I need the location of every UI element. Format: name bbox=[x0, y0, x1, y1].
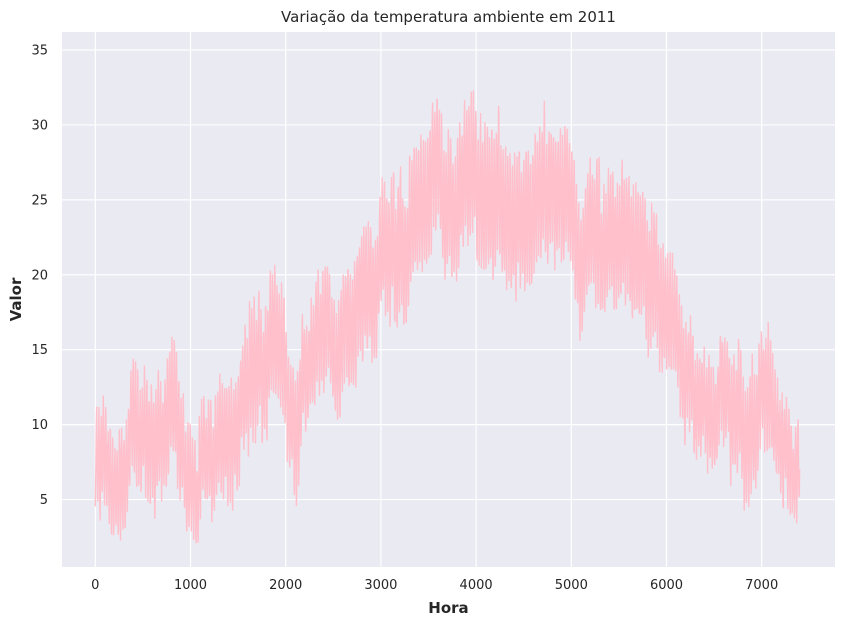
y-tick-label: 20 bbox=[31, 268, 48, 283]
y-tick-labels: 5 10 15 20 25 30 35 bbox=[31, 43, 48, 508]
x-tick-label: 7000 bbox=[745, 578, 778, 593]
chart-title: Variação da temperatura ambiente em 2011 bbox=[281, 8, 616, 26]
x-tick-label: 4000 bbox=[460, 578, 493, 593]
series-line bbox=[94, 90, 801, 544]
y-tick-label: 5 bbox=[40, 493, 48, 508]
y-tick-label: 35 bbox=[31, 43, 48, 58]
y-tick-label: 10 bbox=[31, 418, 48, 433]
x-tick-label: 1000 bbox=[174, 578, 207, 593]
x-tick-label: 2000 bbox=[269, 578, 302, 593]
y-tick-label: 30 bbox=[31, 118, 48, 133]
x-tick-label: 3000 bbox=[364, 578, 397, 593]
x-tick-label: 0 bbox=[91, 578, 99, 593]
y-tick-label: 15 bbox=[31, 343, 48, 358]
x-tick-label: 5000 bbox=[555, 578, 588, 593]
x-tick-label: 6000 bbox=[650, 578, 683, 593]
y-tick-label: 25 bbox=[31, 193, 48, 208]
y-axis-label: Valor bbox=[7, 277, 25, 321]
x-axis-label: Hora bbox=[428, 599, 468, 617]
series bbox=[94, 90, 801, 544]
x-tick-labels: 0 1000 2000 3000 4000 5000 6000 7000 bbox=[91, 578, 778, 593]
